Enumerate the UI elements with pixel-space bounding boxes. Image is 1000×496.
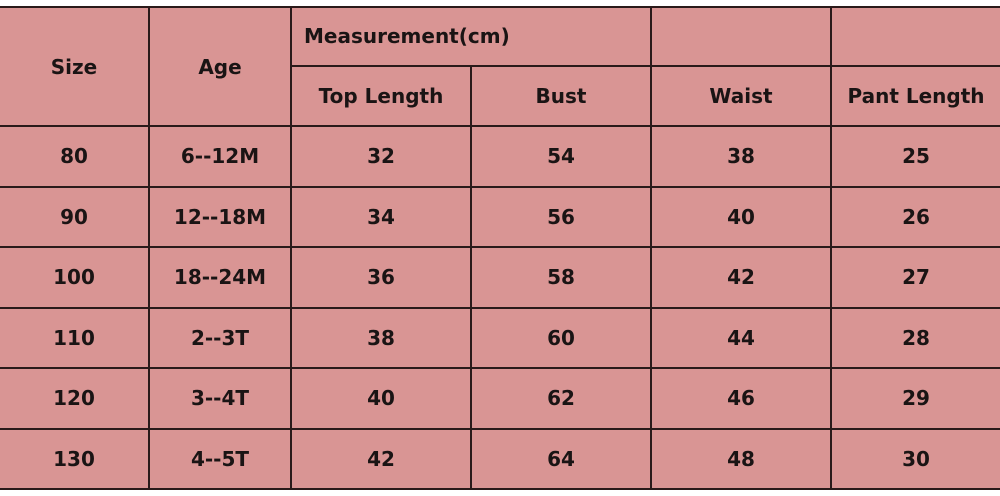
cell-waist: 44 [652,308,832,369]
header-bust: Bust [472,67,652,127]
cell-bust: 62 [472,369,652,430]
cell-top-length: 32 [292,127,472,188]
cell-bust: 60 [472,308,652,369]
cell-age: 3--4T [150,369,292,430]
cell-size: 90 [0,187,150,248]
cell-age: 6--12M [150,127,292,188]
size-chart-table: Size Age Measurement(cm) Top Length Bust… [0,6,1000,490]
cell-age: 12--18M [150,187,292,248]
cell-bust: 58 [472,248,652,309]
cell-pant-length: 29 [832,369,1000,430]
cell-bust: 64 [472,429,652,490]
header-empty-1 [652,6,832,67]
cell-waist: 40 [652,187,832,248]
header-waist: Waist [652,67,832,127]
header-size: Size [0,6,150,127]
cell-size: 100 [0,248,150,309]
cell-bust: 56 [472,187,652,248]
cell-top-length: 40 [292,369,472,430]
cell-pant-length: 30 [832,430,1000,490]
cell-age: 2--3T [150,308,292,369]
header-top-length: Top Length [292,67,472,127]
cell-top-length: 34 [292,187,472,248]
cell-age: 18--24M [150,248,292,309]
header-measurement: Measurement(cm) [292,6,652,67]
cell-waist: 42 [652,248,832,309]
cell-pant-length: 25 [832,127,1000,188]
cell-top-length: 42 [292,429,472,490]
cell-size: 110 [0,308,150,369]
cell-bust: 54 [472,127,652,188]
cell-size: 130 [0,429,150,490]
header-pant-length: Pant Length [832,67,1000,127]
cell-top-length: 38 [292,308,472,369]
cell-waist: 48 [652,429,832,490]
cell-size: 80 [0,127,150,188]
cell-size: 120 [0,369,150,430]
cell-pant-length: 26 [832,188,1000,248]
cell-pant-length: 27 [832,248,1000,309]
cell-age: 4--5T [150,429,292,490]
cell-pant-length: 28 [832,309,1000,369]
cell-waist: 38 [652,127,832,188]
header-empty-2 [832,6,1000,67]
cell-top-length: 36 [292,248,472,309]
cell-waist: 46 [652,369,832,430]
header-age: Age [150,6,292,127]
